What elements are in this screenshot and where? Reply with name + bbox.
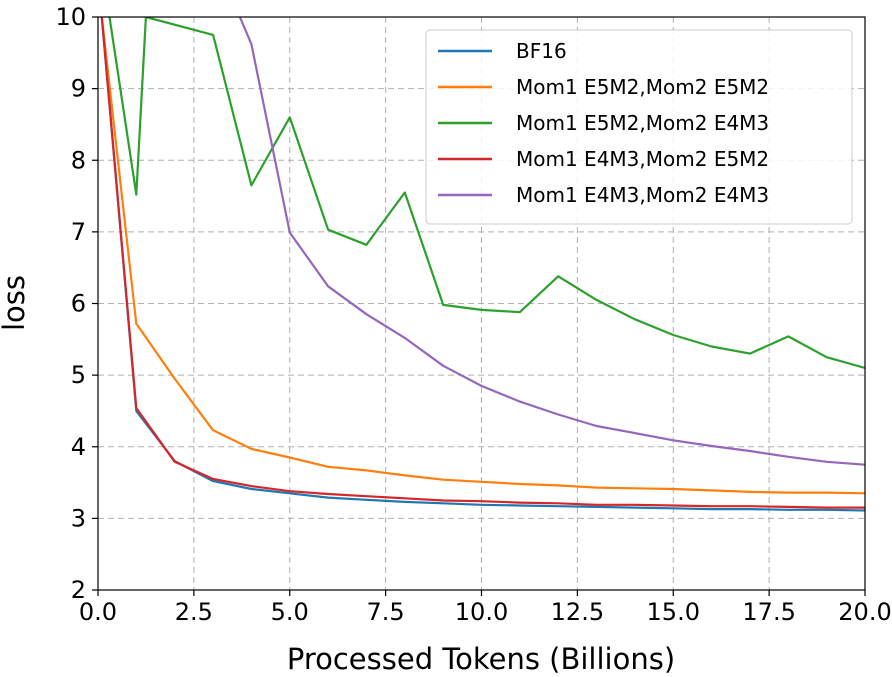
x-tick-label: 12.5 (551, 598, 604, 626)
legend-label: Mom1 E4M3,Mom2 E5M2 (516, 147, 769, 171)
y-tick-label: 3 (71, 504, 86, 532)
y-tick-label: 10 (55, 3, 86, 31)
y-axis-label: loss (0, 275, 31, 331)
x-tick-label: 0.0 (79, 598, 117, 626)
series-line-5 (238, 17, 865, 466)
series-line-2 (100, 17, 865, 495)
x-tick-label: 10.0 (455, 598, 508, 626)
y-tick-label: 8 (71, 146, 86, 174)
legend-label: BF16 (516, 39, 567, 63)
x-tick-label: 17.5 (742, 598, 795, 626)
legend-label: Mom1 E5M2,Mom2 E4M3 (516, 111, 769, 135)
legend: BF16 Mom1 E5M2,Mom2 E5M2 Mom1 E5M2,Mom2 E4… (425, 29, 853, 225)
legend-label: Mom1 E5M2,Mom2 E5M2 (516, 75, 769, 99)
y-tick-label: 2 (71, 576, 86, 604)
x-tick-label: 5.0 (271, 598, 309, 626)
series-line-4 (100, 17, 865, 509)
y-tick-label: 6 (71, 290, 86, 318)
x-tick-label: 7.5 (367, 598, 405, 626)
legend-box (425, 29, 853, 225)
x-tick-label: 20.0 (838, 598, 891, 626)
y-axis: 2 3 4 5 6 7 8 9 10 (55, 3, 98, 604)
legend-label: Mom1 E4M3,Mom2 E4M3 (516, 183, 769, 207)
series-line-3 (108, 17, 865, 370)
y-tick-label: 7 (71, 218, 86, 246)
x-tick-label: 2.5 (175, 598, 213, 626)
series-line-1 (100, 17, 865, 512)
y-tick-label: 5 (71, 361, 86, 389)
series-layer (100, 17, 865, 512)
y-tick-label: 9 (71, 75, 86, 103)
x-tick-label: 15.0 (647, 598, 700, 626)
x-axis: 0.0 2.5 5.0 7.5 10.0 12.5 15.0 17.5 20.0 (79, 590, 892, 626)
y-tick-label: 4 (71, 433, 86, 461)
x-axis-label: Processed Tokens (Billions) (287, 642, 675, 676)
